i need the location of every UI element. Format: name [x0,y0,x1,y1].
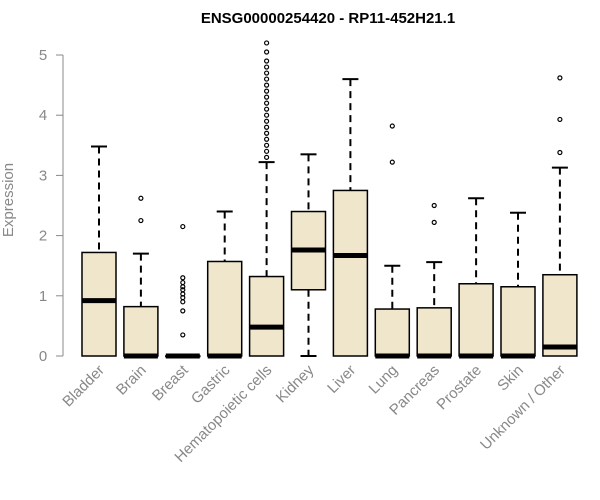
box-rect [123,305,159,357]
outlier-point [180,308,186,314]
box-rect [458,283,494,357]
outlier-point [431,219,437,225]
box-rect [500,286,536,357]
outlier-point [264,88,270,94]
boxes-group [81,40,578,359]
outlier-point [264,58,270,64]
y-tick-label-1: 1 [39,288,47,305]
y-axis: 0 1 2 3 4 5 [39,47,64,365]
outlier-point [264,154,270,160]
y-tick-label-0: 0 [39,348,47,365]
outlier-point [264,124,270,130]
outlier-point [264,112,270,118]
x-tick-label: Breast [149,361,192,404]
box-1 [123,195,159,359]
x-tick-label: Brain [113,362,150,399]
outlier-point [180,275,186,281]
outlier-point [264,76,270,82]
box-0 [81,145,117,357]
chart-title: ENSG00000254420 - RP11-452H21.1 [201,10,455,27]
outlier-point [138,217,144,224]
box-5 [290,153,327,357]
outlier-point [264,142,270,148]
outlier-point [557,75,563,81]
outlier-point [264,64,270,70]
outlier-point [180,299,186,305]
box-rect [332,189,369,357]
outlier-point [264,100,270,106]
box-rect [248,275,285,357]
y-axis-label: Expression [0,163,17,237]
box-rect [81,251,117,357]
x-tick-label: Liver [324,362,359,397]
y-tick-label-5: 5 [39,47,47,64]
outlier-point [389,123,395,129]
x-tick-label: Skin [494,362,527,395]
box-4 [248,40,285,357]
outlier-point [180,279,186,286]
outlier-point [264,40,270,46]
box-7 [374,123,411,359]
outlier-point [389,159,395,165]
outlier-point [264,106,270,112]
box-10 [500,211,536,359]
x-tick-label: Prostate [433,362,485,414]
outlier-point [431,202,437,209]
box-rect [206,260,243,357]
box-3 [206,210,243,359]
outlier-point [264,118,270,124]
outlier-point [264,94,270,100]
x-tick-label: Bladder [59,362,108,411]
box-rect [374,308,411,357]
x-tick-label: Lung [366,362,402,398]
y-tick-label-2: 2 [39,228,47,245]
x-tick-label: Kidney [273,361,318,406]
box-rect [416,307,452,357]
box-9 [458,197,494,359]
outlier-point [264,130,270,136]
outlier-point [264,49,270,55]
outlier-point [180,287,186,293]
outlier-point [264,148,270,154]
box-11 [542,75,578,357]
outlier-point [180,223,186,230]
y-tick-label-4: 4 [39,107,47,124]
outlier-point [264,82,270,88]
box-rect [542,273,578,357]
outlier-point [557,116,563,123]
outlier-point [264,70,270,76]
outlier-point [557,149,563,156]
outlier-point [180,332,186,338]
outlier-point [138,195,144,201]
outlier-point [264,136,270,142]
box-8 [416,202,452,359]
y-tick-label-3: 3 [39,167,47,184]
box-6 [332,78,369,357]
box-2 [165,223,201,359]
